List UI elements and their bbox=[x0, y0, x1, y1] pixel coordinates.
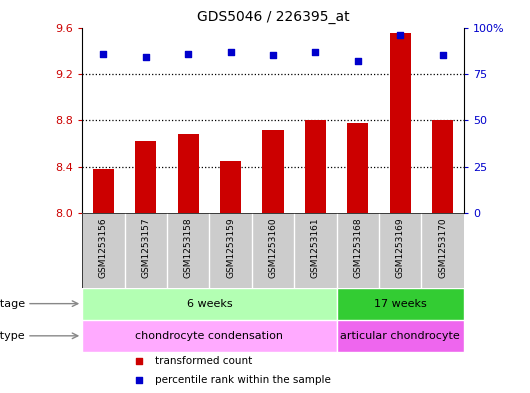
Text: GSM1253160: GSM1253160 bbox=[269, 217, 277, 277]
Bar bbox=[93, 169, 114, 213]
Point bbox=[311, 48, 320, 55]
Bar bbox=[337, 288, 464, 320]
Bar bbox=[82, 320, 337, 352]
Point bbox=[438, 52, 447, 59]
Text: cell type: cell type bbox=[0, 331, 25, 341]
Text: 17 weeks: 17 weeks bbox=[374, 299, 427, 309]
Point bbox=[354, 58, 362, 64]
Text: articular chondrocyte: articular chondrocyte bbox=[340, 331, 460, 341]
Point bbox=[184, 50, 192, 57]
Text: GSM1253158: GSM1253158 bbox=[184, 217, 192, 277]
Bar bbox=[82, 288, 337, 320]
Point bbox=[99, 50, 108, 57]
Bar bbox=[262, 130, 284, 213]
Text: GSM1253159: GSM1253159 bbox=[226, 217, 235, 277]
Point bbox=[142, 54, 150, 61]
Point bbox=[135, 376, 144, 383]
Bar bbox=[220, 161, 241, 213]
Bar bbox=[347, 123, 368, 213]
Text: chondrocyte condensation: chondrocyte condensation bbox=[135, 331, 284, 341]
Point bbox=[269, 52, 277, 59]
Text: GSM1253157: GSM1253157 bbox=[142, 217, 150, 277]
Text: GSM1253156: GSM1253156 bbox=[99, 217, 108, 277]
Text: GSM1253161: GSM1253161 bbox=[311, 217, 320, 277]
Bar bbox=[135, 141, 156, 213]
Text: 6 weeks: 6 weeks bbox=[187, 299, 232, 309]
Text: GSM1253169: GSM1253169 bbox=[396, 217, 404, 277]
Bar bbox=[432, 120, 453, 213]
Text: GSM1253170: GSM1253170 bbox=[438, 217, 447, 277]
Title: GDS5046 / 226395_at: GDS5046 / 226395_at bbox=[197, 10, 349, 24]
Text: GSM1253168: GSM1253168 bbox=[354, 217, 362, 277]
Point bbox=[226, 48, 235, 55]
Point bbox=[135, 358, 144, 364]
Text: development stage: development stage bbox=[0, 299, 25, 309]
Bar bbox=[337, 320, 464, 352]
Bar bbox=[178, 134, 199, 213]
Point bbox=[396, 32, 404, 38]
Bar bbox=[305, 120, 326, 213]
Text: transformed count: transformed count bbox=[155, 356, 252, 366]
Text: percentile rank within the sample: percentile rank within the sample bbox=[155, 375, 331, 385]
Bar bbox=[390, 33, 411, 213]
